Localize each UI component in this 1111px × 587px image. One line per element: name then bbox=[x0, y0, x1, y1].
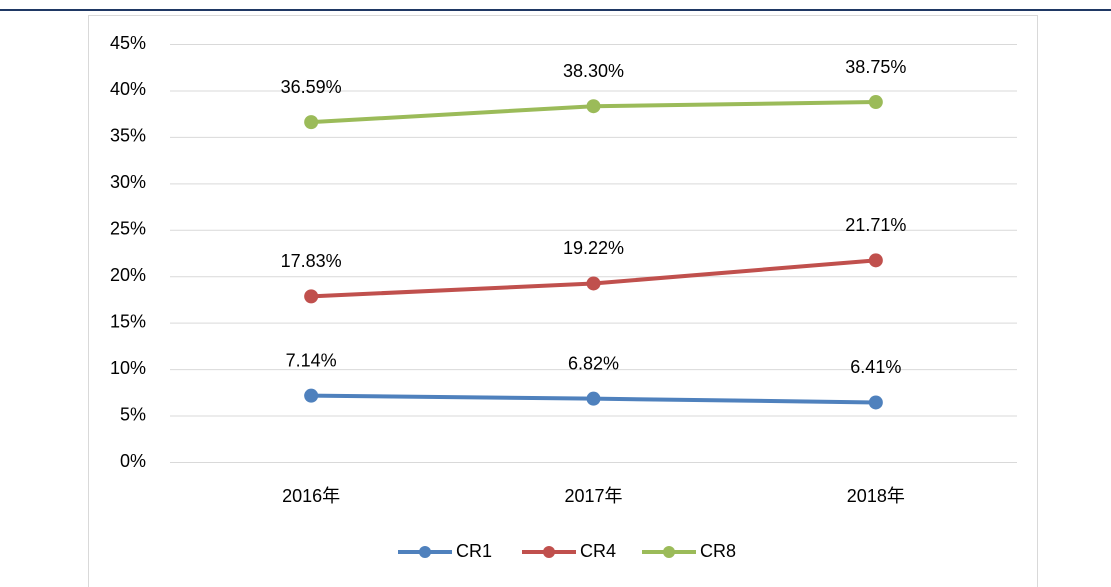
legend-marker bbox=[663, 546, 675, 558]
data-label: 7.14% bbox=[286, 350, 337, 370]
x-tick-label: 2016年 bbox=[282, 486, 340, 506]
data-label: 6.82% bbox=[568, 353, 619, 373]
y-tick-label: 0% bbox=[120, 451, 146, 471]
data-label: 19.22% bbox=[563, 238, 624, 258]
legend-label: CR4 bbox=[580, 541, 616, 561]
y-tick-label: 20% bbox=[110, 265, 146, 285]
point-marker bbox=[868, 395, 883, 410]
x-tick-label: 2017年 bbox=[564, 486, 622, 506]
point-marker bbox=[868, 95, 883, 110]
point-marker bbox=[304, 388, 319, 403]
y-tick-label: 35% bbox=[110, 126, 146, 146]
chart-frame bbox=[88, 15, 1038, 587]
legend-marker bbox=[419, 546, 431, 558]
y-tick-label: 5% bbox=[120, 404, 146, 424]
legend-label: CR8 bbox=[700, 541, 736, 561]
data-label: 17.83% bbox=[281, 251, 342, 271]
data-label: 38.75% bbox=[845, 57, 906, 77]
data-label: 21.71% bbox=[845, 215, 906, 235]
y-tick-label: 10% bbox=[110, 358, 146, 378]
data-label: 6.41% bbox=[850, 357, 901, 377]
y-tick-label: 30% bbox=[110, 172, 146, 192]
y-tick-label: 25% bbox=[110, 219, 146, 239]
legend-label: CR1 bbox=[456, 541, 492, 561]
y-tick-label: 40% bbox=[110, 79, 146, 99]
point-marker bbox=[304, 289, 319, 304]
point-marker bbox=[868, 253, 883, 268]
point-marker bbox=[586, 276, 601, 291]
data-label: 36.59% bbox=[281, 77, 342, 97]
legend-marker bbox=[543, 546, 555, 558]
point-marker bbox=[304, 115, 319, 130]
x-tick-label: 2018年 bbox=[847, 486, 905, 506]
point-marker bbox=[586, 99, 601, 114]
y-tick-label: 45% bbox=[110, 33, 146, 53]
data-label: 38.30% bbox=[563, 61, 624, 81]
point-marker bbox=[586, 391, 601, 406]
y-tick-label: 15% bbox=[110, 311, 146, 331]
